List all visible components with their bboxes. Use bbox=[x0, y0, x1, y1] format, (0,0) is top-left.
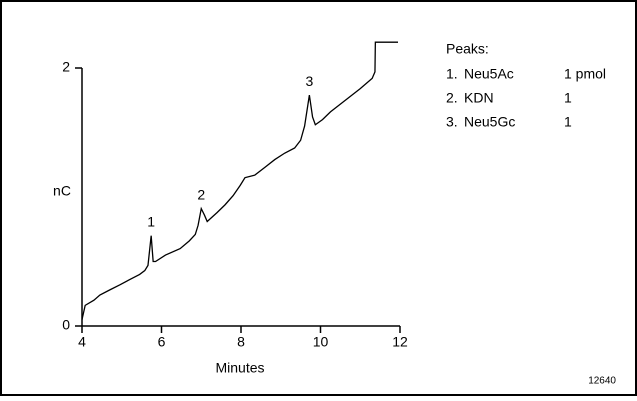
x-tick-label: 6 bbox=[158, 334, 166, 350]
peak-label: 1 bbox=[147, 213, 155, 229]
peaks-cell: 1 bbox=[564, 90, 572, 106]
x-tick-label: 4 bbox=[78, 334, 86, 350]
x-tick-label: 8 bbox=[237, 334, 245, 350]
peaks-title: Peaks: bbox=[446, 41, 489, 57]
x-axis-label: Minutes bbox=[215, 360, 264, 376]
y-tick-label: 0 bbox=[62, 317, 70, 333]
peaks-cell: KDN bbox=[464, 90, 494, 106]
peaks-cell: 1. bbox=[446, 66, 458, 82]
x-tick-label: 12 bbox=[392, 334, 408, 350]
peak-label: 3 bbox=[305, 73, 313, 89]
peaks-cell: 1 pmol bbox=[564, 66, 606, 82]
peaks-cell: 2. bbox=[446, 90, 458, 106]
peaks-cell: 3. bbox=[446, 114, 458, 130]
y-axis-label: nC bbox=[53, 183, 71, 199]
peak-label: 2 bbox=[197, 186, 205, 202]
figure-id: 12640 bbox=[588, 376, 616, 387]
y-tick-label: 2 bbox=[62, 59, 70, 75]
chromatogram-line bbox=[81, 41, 399, 320]
peaks-cell: Neu5Ac bbox=[464, 66, 514, 82]
peaks-cell: Neu5Gc bbox=[464, 114, 515, 130]
peaks-cell: 1 bbox=[564, 114, 572, 130]
x-tick-label: 10 bbox=[313, 334, 329, 350]
